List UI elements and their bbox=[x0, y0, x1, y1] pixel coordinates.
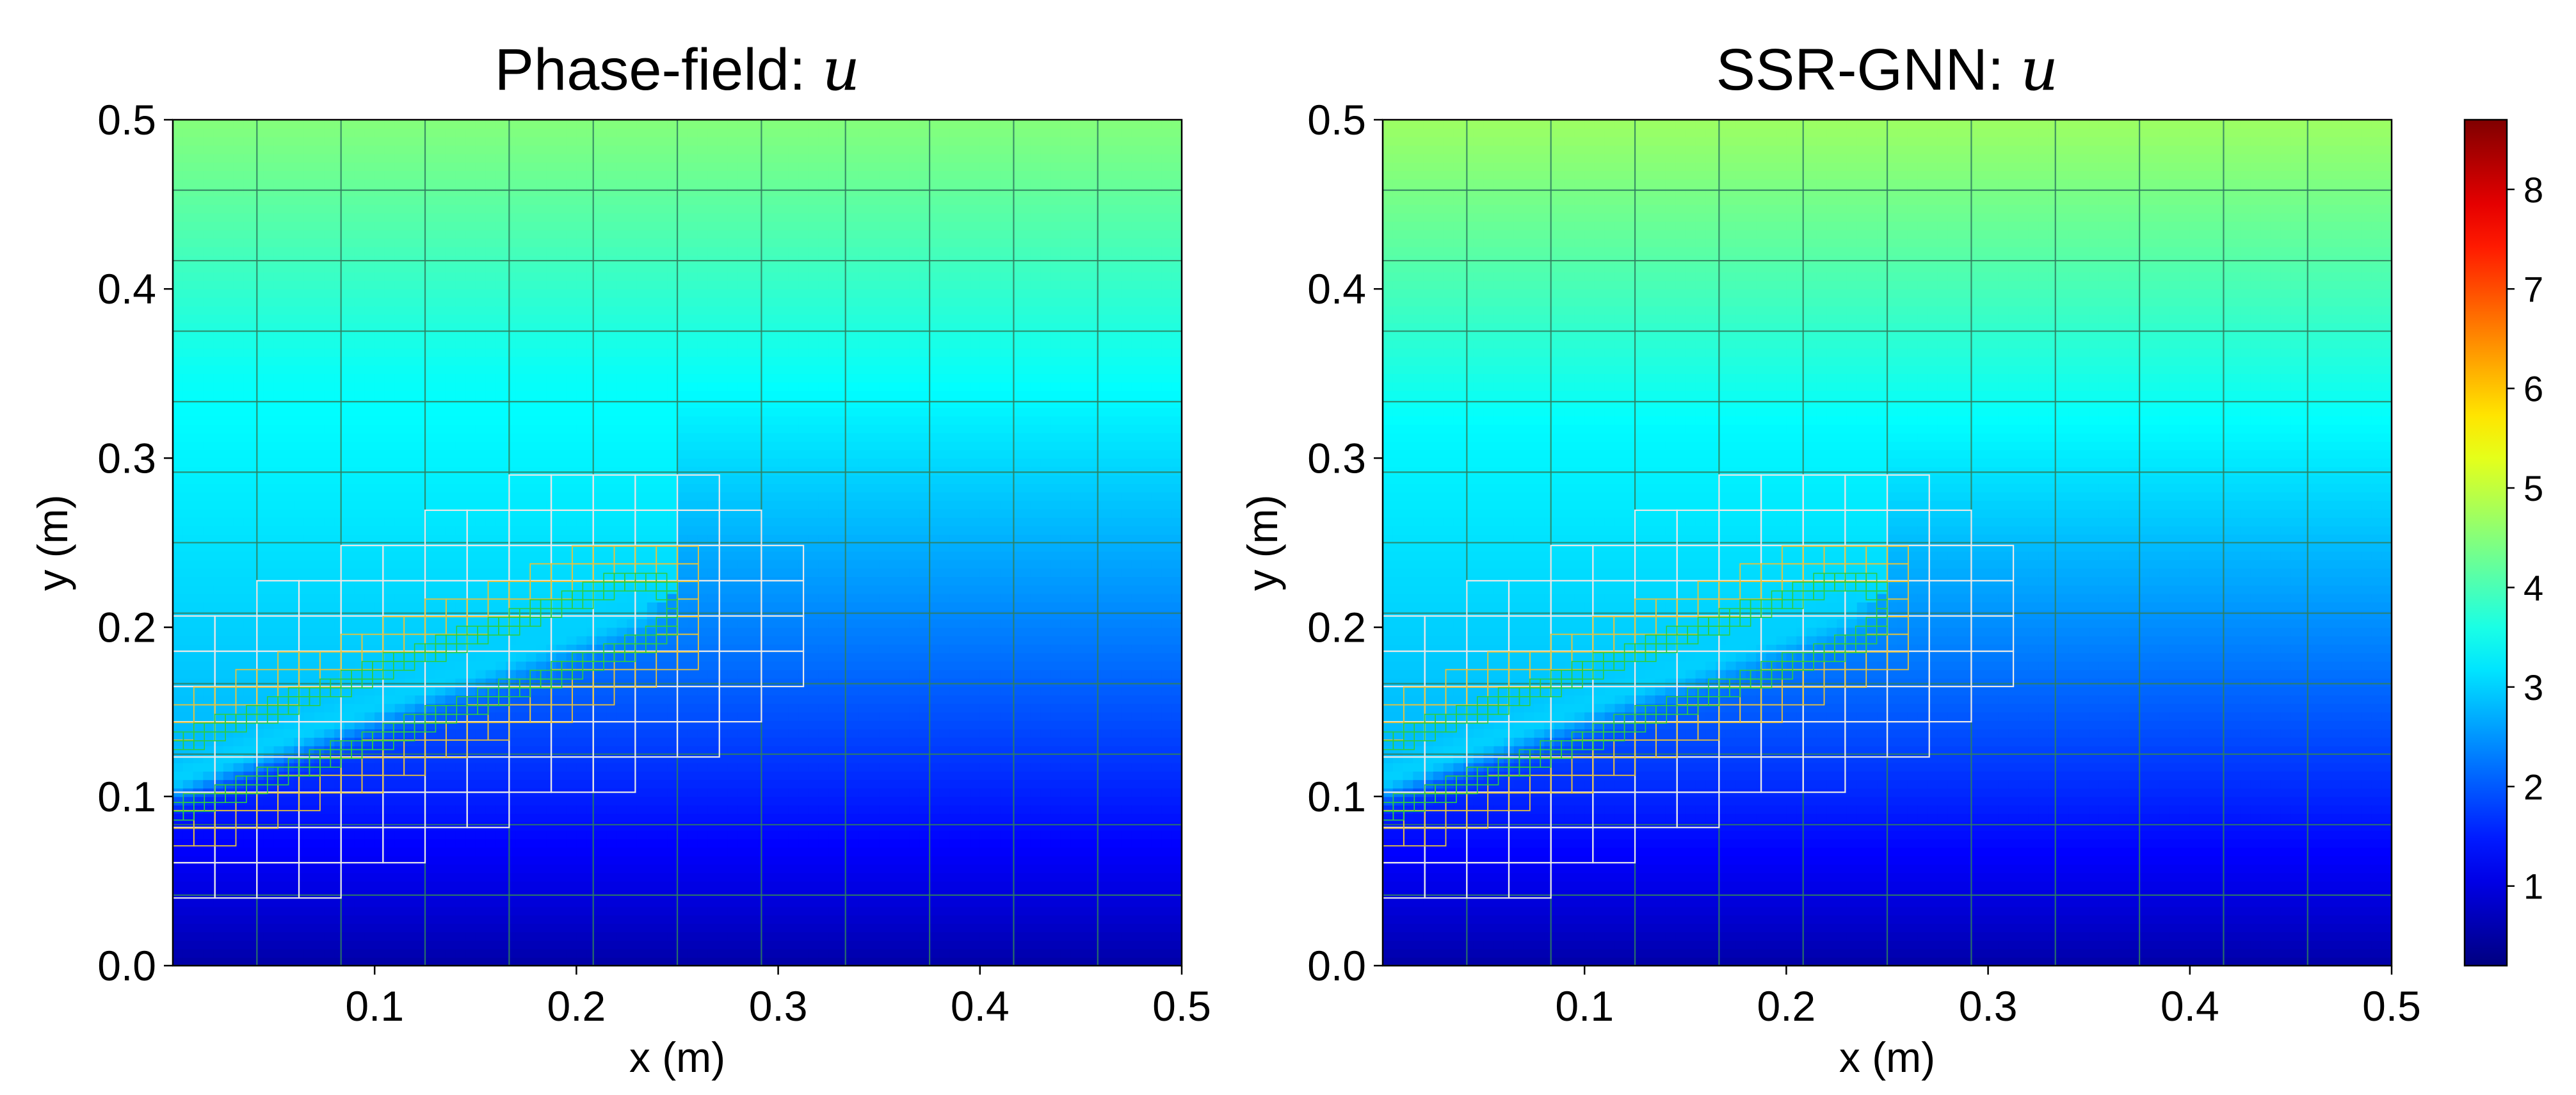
colorbar-gradient bbox=[2465, 120, 2507, 966]
y-tick-label: 0.0 bbox=[1307, 942, 1366, 989]
y-tick-label: 0.3 bbox=[97, 434, 156, 482]
x-axis-label: x (m) bbox=[1839, 1034, 1935, 1081]
colorbar-tick-label: 2 bbox=[2524, 766, 2543, 807]
x-axis-label: x (m) bbox=[629, 1034, 725, 1081]
chart-title: SSR-GNN: u bbox=[1716, 35, 2059, 104]
y-tick-label: 0.4 bbox=[1307, 265, 1366, 312]
colorbar-tick-label: 5 bbox=[2524, 468, 2543, 508]
panel-phase-field: 0.1 0.2 0.3 0.4 0.5 0.0 0.1 0.2 0.3 0.4 0.5 x (m) y … bbox=[29, 35, 1211, 1081]
colorbar-tick-label: 3 bbox=[2524, 667, 2543, 708]
y-tick-label: 0.3 bbox=[1307, 434, 1366, 482]
colorbar-tick-label: 8 bbox=[2524, 170, 2543, 210]
colorbar-tick-label: 6 bbox=[2524, 369, 2543, 409]
colorbar: 1 2 3 4 5 6 7 8 bbox=[2465, 120, 2543, 966]
colorbar-tick-label: 4 bbox=[2524, 567, 2543, 608]
x-tick-label: 0.3 bbox=[749, 982, 808, 1030]
chart-title-text: SSR-GNN: bbox=[1716, 37, 2020, 102]
y-tick-label: 0.2 bbox=[97, 604, 156, 651]
y-tick-label: 0.1 bbox=[1307, 773, 1366, 820]
x-tick-label: 0.5 bbox=[2362, 982, 2421, 1030]
chart-title-text: Phase-field: bbox=[495, 37, 822, 102]
chart-title-symbol: u bbox=[2020, 35, 2058, 104]
y-axis-label: y (m) bbox=[29, 494, 76, 590]
y-tick-label: 0.0 bbox=[97, 942, 156, 989]
x-tick-label: 0.1 bbox=[1555, 982, 1614, 1030]
y-tick-label: 0.4 bbox=[97, 265, 156, 312]
x-tick-label: 0.4 bbox=[2161, 982, 2219, 1030]
y-tick-label: 0.5 bbox=[1307, 96, 1366, 143]
y-axis-label: y (m) bbox=[1239, 494, 1286, 590]
x-tick-label: 0.2 bbox=[1757, 982, 1816, 1030]
x-tick-label: 0.2 bbox=[547, 982, 606, 1030]
panel-ssr-gnn: 0.1 0.2 0.3 0.4 0.5 0.0 0.1 0.2 0.3 0.4 0.5 x (m) y … bbox=[1239, 35, 2421, 1081]
colorbar-tick-label: 1 bbox=[2524, 866, 2543, 907]
y-tick-label: 0.2 bbox=[1307, 604, 1366, 651]
x-tick-label: 0.3 bbox=[1959, 982, 2018, 1030]
x-tick-label: 0.4 bbox=[951, 982, 1010, 1030]
colorbar-tick-label: 7 bbox=[2524, 269, 2543, 309]
chart-title-symbol: u bbox=[822, 35, 860, 104]
x-tick-label: 0.1 bbox=[345, 982, 404, 1030]
y-tick-label: 0.1 bbox=[97, 773, 156, 820]
chart-title: Phase-field: u bbox=[495, 35, 860, 104]
y-tick-label: 0.5 bbox=[97, 96, 156, 143]
x-tick-label: 0.5 bbox=[1152, 982, 1211, 1030]
